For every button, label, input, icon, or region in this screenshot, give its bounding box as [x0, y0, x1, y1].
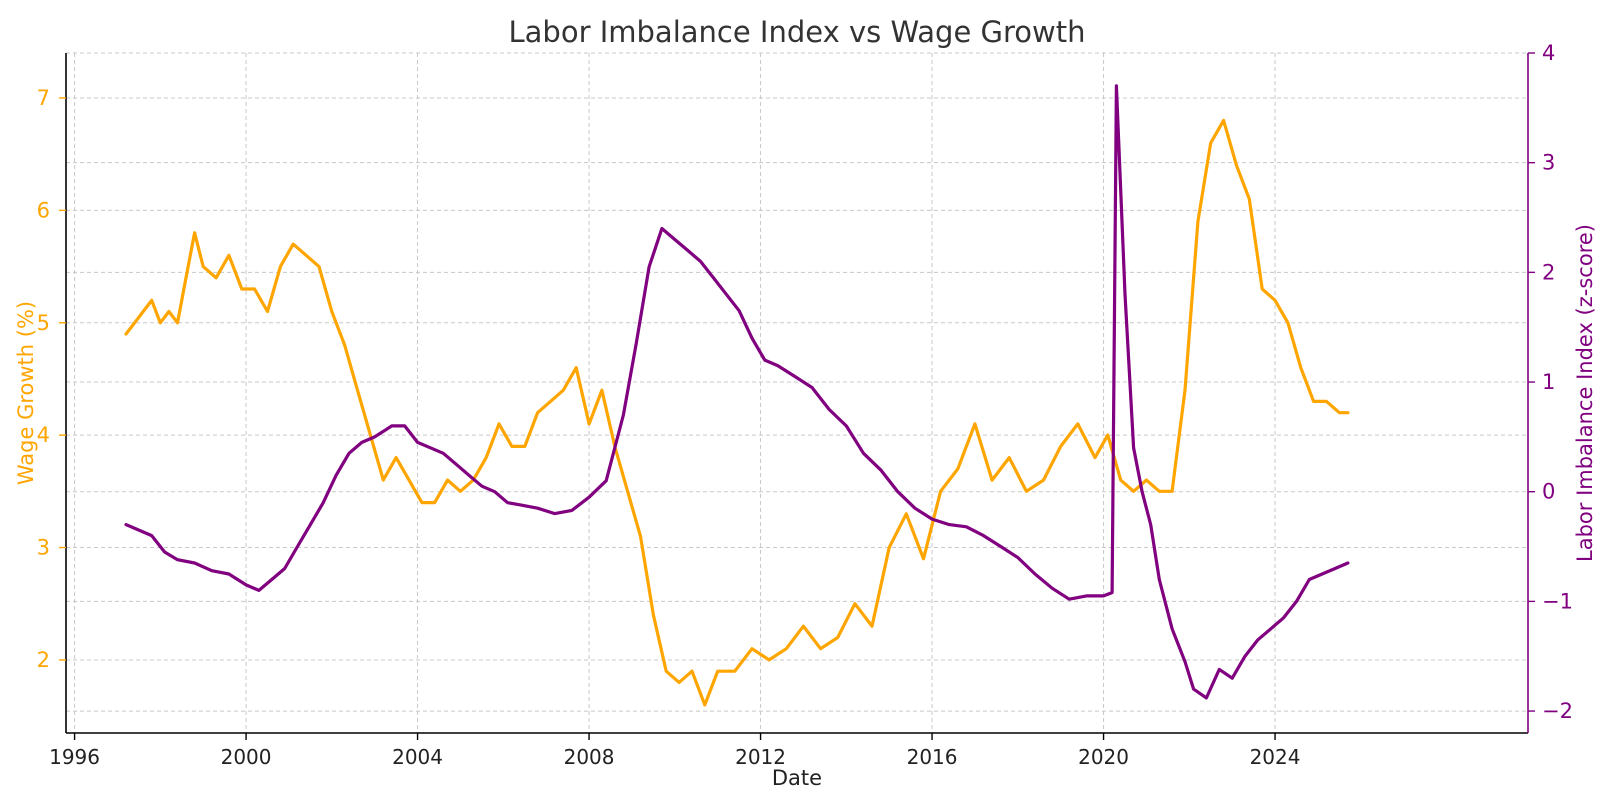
series-layer [124, 84, 1350, 707]
x-tick-label: 2012 [735, 745, 786, 769]
y-right-tick-label: −2 [1542, 699, 1573, 723]
y-axis-right-label: Labor Imbalance Index (z-score) [1573, 224, 1597, 562]
x-tick-label: 2020 [1078, 745, 1129, 769]
x-tick-label: 2024 [1250, 745, 1301, 769]
grid [66, 52, 1528, 733]
y-right-tick-label: 0 [1542, 480, 1555, 504]
y-left-tick-label: 2 [37, 648, 50, 672]
axes-layer [65, 53, 1529, 734]
y-right-tick-label: 3 [1542, 151, 1555, 175]
x-tick-label: 2000 [221, 745, 272, 769]
x-tick-label: 2016 [907, 745, 958, 769]
x-tick-label: 2008 [564, 745, 615, 769]
y-left-tick-label: 6 [37, 198, 50, 222]
y-axis-left-label: Wage Growth (%) [14, 301, 38, 485]
chart-title: Labor Imbalance Index vs Wage Growth [509, 15, 1086, 49]
y-left-tick-label: 5 [37, 311, 50, 335]
y-left-tick-label: 4 [37, 423, 50, 447]
x-tick-label: 2004 [392, 745, 443, 769]
wage-growth-line [124, 118, 1350, 707]
labor-imbalance-line [124, 84, 1350, 700]
x-axis-label: Date [772, 766, 822, 790]
x-tick-label: 1996 [49, 745, 100, 769]
y-left-tick-label: 3 [37, 536, 50, 560]
ticks-layer: 1996 2000 2004 2008 2012 2016 2020 2024 2 3 4 5 6 7 −2… [37, 41, 1573, 769]
y-right-tick-label: 1 [1542, 370, 1555, 394]
y-right-tick-label: 2 [1542, 260, 1555, 284]
y-left-tick-label: 7 [37, 86, 50, 110]
y-right-tick-label: 4 [1542, 41, 1555, 65]
y-right-tick-label: −1 [1542, 589, 1573, 613]
